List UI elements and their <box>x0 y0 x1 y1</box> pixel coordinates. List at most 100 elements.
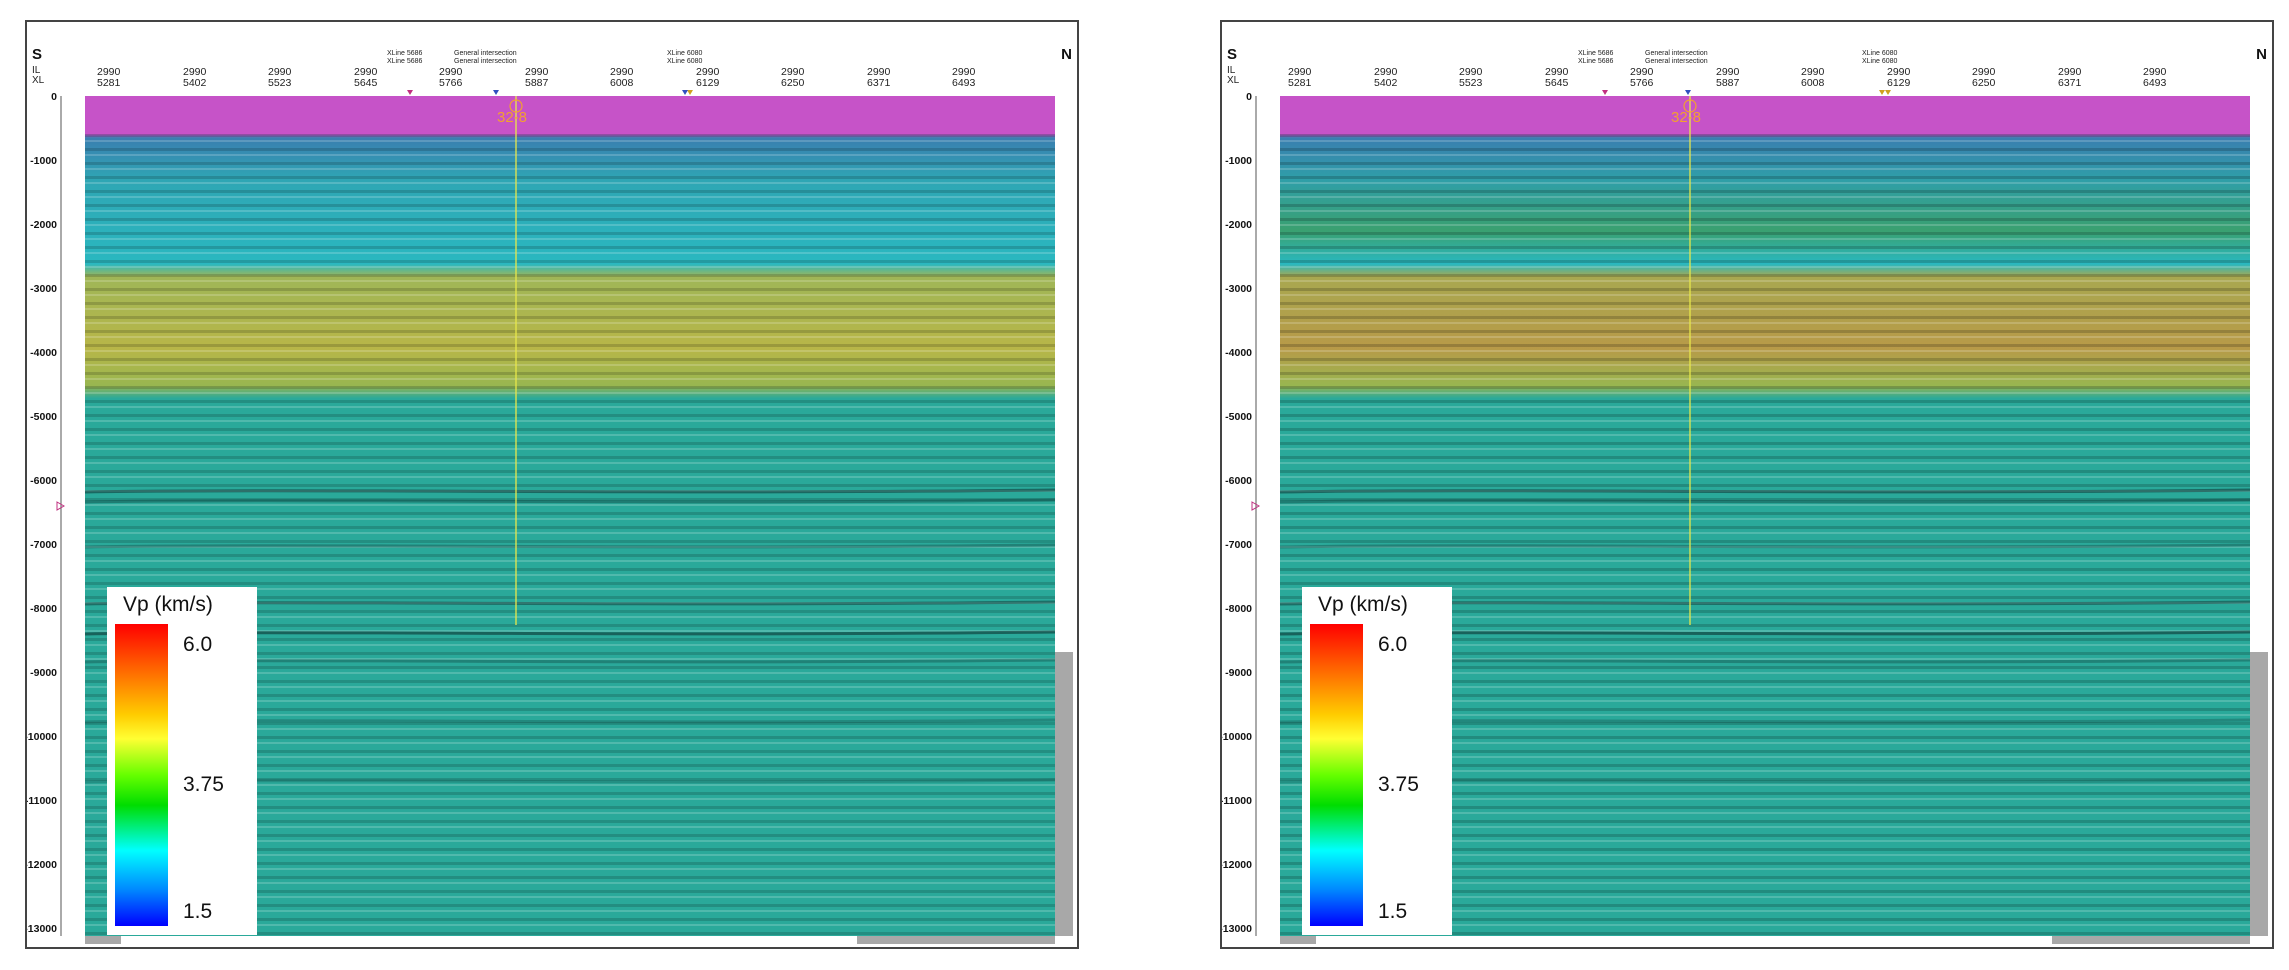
velocity-colorbar-legend: Vp (km/s) 6.0 3.75 1.5 <box>1302 587 1452 935</box>
legend-max-value: 6.0 <box>1378 633 1408 656</box>
direction-north-label: N <box>1061 46 1072 63</box>
xline-tick: 5887 <box>525 77 549 89</box>
marker-label: General intersection <box>454 50 517 57</box>
xline-marker-icon <box>1602 90 1608 95</box>
inline-tick: 2990 <box>525 66 549 78</box>
xline-tick: 6493 <box>952 77 976 89</box>
marker-label: XLine 5686 <box>387 58 423 65</box>
intersection-marker-labels: XLine 5686 XLine 5686 General intersecti… <box>1578 50 1898 95</box>
marker-label: XLine 5686 <box>387 50 423 57</box>
direction-south-label: S <box>1227 46 1238 63</box>
xline-tick: 6008 <box>1801 77 1825 89</box>
inline-tick: 2990 <box>610 66 634 78</box>
reflector-band <box>84 488 1056 494</box>
depth-tick: -9000 <box>30 667 57 679</box>
legend-title: Vp (km/s) <box>123 593 213 616</box>
depth-tick-labels: 0 -1000 -2000 -3000 -4000 -5000 -6000 -7… <box>27 91 57 935</box>
depth-tick: -11000 <box>27 795 57 807</box>
well-marker-icon <box>1683 99 1697 113</box>
inline-tick: 2990 <box>1887 66 1911 78</box>
xline-tick: 5523 <box>1459 77 1483 89</box>
inline-tick: 2990 <box>183 66 207 78</box>
xline-marker-icon <box>1879 90 1885 95</box>
depth-tick: -10000 <box>27 731 57 743</box>
depth-tick: -2000 <box>1225 219 1252 231</box>
xline-row-label: XL <box>1227 75 1240 86</box>
inline-tick-labels: 2990 2990 2990 2990 2990 2990 2990 2990 … <box>1288 66 2167 78</box>
depth-tick: -1000 <box>30 155 57 167</box>
depth-tick: -3000 <box>1225 283 1252 295</box>
intersection-marker-icon <box>493 90 499 95</box>
inline-row-label: IL <box>32 65 41 76</box>
gray-bottom-block-right <box>2052 936 2250 944</box>
xline-tick: 6250 <box>1972 77 1996 89</box>
gray-edge-block <box>1055 652 1073 936</box>
depth-tick: -4000 <box>30 347 57 359</box>
depth-tick: -7000 <box>30 539 57 551</box>
inline-tick: 2990 <box>1630 66 1654 78</box>
inline-tick: 2990 <box>952 66 976 78</box>
depth-tick: -10000 <box>1222 731 1252 743</box>
legend-title: Vp (km/s) <box>1318 593 1408 616</box>
marker-label: General intersection <box>1645 58 1708 65</box>
marker-label: XLine 6080 <box>667 50 703 57</box>
xline-tick: 5402 <box>183 77 207 89</box>
depth-tick: -8000 <box>30 603 57 615</box>
xline-tick: 5281 <box>97 77 121 89</box>
inline-tick: 2990 <box>2058 66 2082 78</box>
gray-bottom-block-left <box>1280 936 1316 944</box>
xline-row-label: XL <box>32 75 45 86</box>
depth-tick: -11000 <box>1222 795 1252 807</box>
depth-tick: -9000 <box>1225 667 1252 679</box>
well-marker-icon <box>509 99 523 113</box>
velocity-colorbar-legend: Vp (km/s) 6.0 3.75 1.5 <box>107 587 257 935</box>
xline-tick: 5645 <box>354 77 378 89</box>
depth-tick: -1000 <box>1225 155 1252 167</box>
depth-tick: -2000 <box>30 219 57 231</box>
depth-tick: -5000 <box>1225 411 1252 423</box>
gray-bottom-block-left <box>85 936 121 944</box>
xline-marker-icon <box>687 90 693 95</box>
xline-marker-icon <box>407 90 413 95</box>
marker-label: General intersection <box>1645 50 1708 57</box>
inline-tick: 2990 <box>1972 66 1996 78</box>
xline-marker-icon <box>1885 90 1891 95</box>
reflector-band <box>1279 498 2251 504</box>
reflector-band <box>1279 488 2251 494</box>
xline-tick: 5402 <box>1374 77 1398 89</box>
legend-min-value: 1.5 <box>1378 900 1408 923</box>
xline-tick: 5523 <box>268 77 292 89</box>
depth-tick: -6000 <box>1225 475 1252 487</box>
inline-row-label: IL <box>1227 65 1236 76</box>
legend-mid-value: 3.75 <box>1378 773 1419 796</box>
seismic-panel-right: S N IL XL <box>1220 20 2274 949</box>
colorbar <box>1310 624 1363 926</box>
direction-north-label: N <box>2256 46 2267 63</box>
inline-tick: 2990 <box>867 66 891 78</box>
inline-tick: 2990 <box>696 66 720 78</box>
colorbar <box>115 624 168 926</box>
intersection-marker-icon <box>1685 90 1691 95</box>
xline-tick: 6129 <box>696 77 720 89</box>
inline-tick: 2990 <box>781 66 805 78</box>
xline-tick-labels: 5281 5402 5523 5645 5766 5887 6008 6129 … <box>1288 77 2167 89</box>
inline-tick: 2990 <box>1374 66 1398 78</box>
marker-label: XLine 6080 <box>1862 58 1898 65</box>
depth-tick: -13000 <box>27 923 57 935</box>
xline-tick: 6493 <box>2143 77 2167 89</box>
xline-tick: 6250 <box>781 77 805 89</box>
reflector-band <box>84 543 1056 549</box>
reflector-band <box>84 498 1056 504</box>
inline-tick-labels: 2990 2990 2990 2990 2990 2990 2990 2990 … <box>97 66 976 78</box>
depth-tick: -12000 <box>27 859 57 871</box>
xline-tick: 5645 <box>1545 77 1569 89</box>
xline-tick-labels: 5281 5402 5523 5645 5766 5887 6008 6129 … <box>97 77 976 89</box>
inline-tick: 2990 <box>354 66 378 78</box>
horizon-pointer-icon <box>56 501 66 511</box>
inline-tick: 2990 <box>268 66 292 78</box>
depth-tick: -7000 <box>1225 539 1252 551</box>
legend-mid-value: 3.75 <box>183 773 224 796</box>
inline-tick: 2990 <box>2143 66 2167 78</box>
depth-tick: 0 <box>1246 91 1252 103</box>
legend-max-value: 6.0 <box>183 633 213 656</box>
